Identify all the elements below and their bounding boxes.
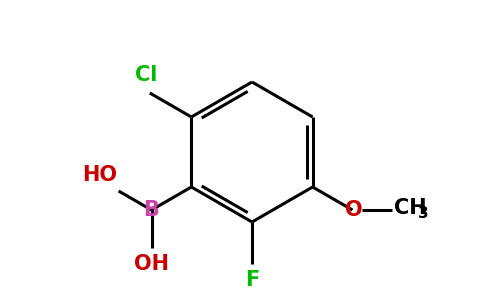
Text: CH: CH [394,198,427,218]
Text: F: F [245,270,259,290]
Text: O: O [345,200,362,220]
Text: OH: OH [134,254,169,274]
Text: Cl: Cl [135,65,157,85]
Text: B: B [144,200,160,220]
Text: HO: HO [82,165,117,185]
Text: 3: 3 [419,206,429,220]
